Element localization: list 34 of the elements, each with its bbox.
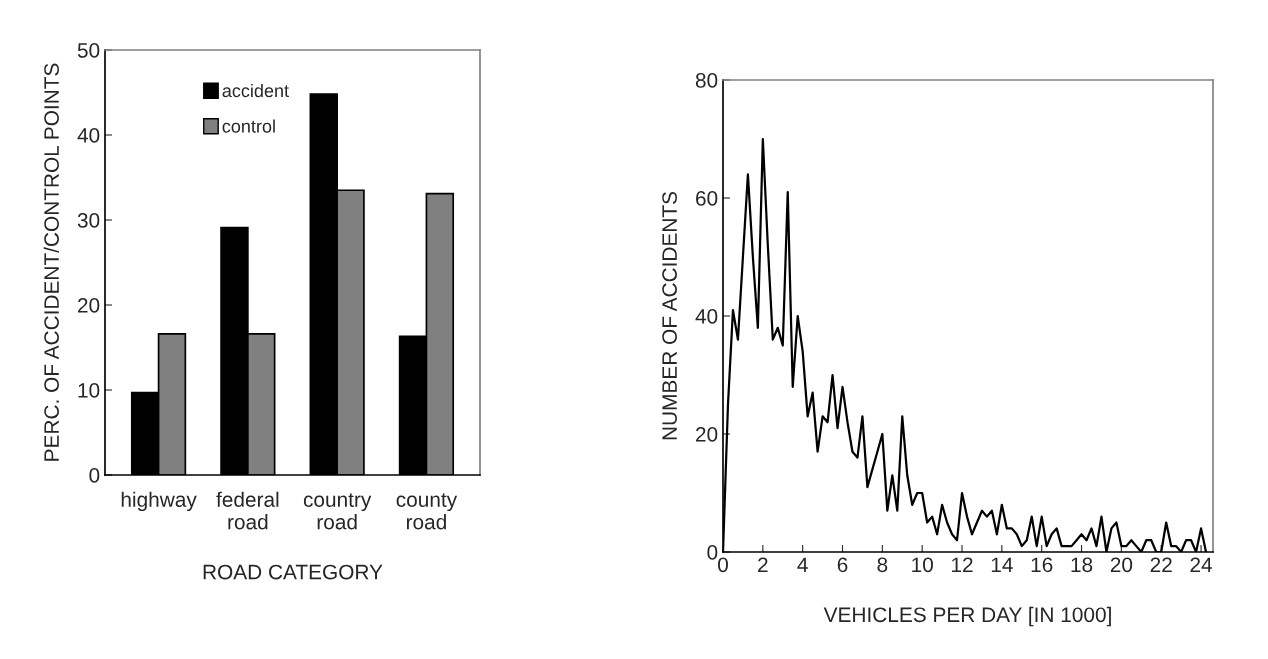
legend-label: control bbox=[222, 119, 275, 133]
y-tick-label: 40 bbox=[77, 128, 100, 143]
x-tick-label: 0 bbox=[718, 557, 728, 573]
y-tick-label: 50 bbox=[77, 43, 100, 58]
x-tick-label: 10 bbox=[912, 557, 933, 573]
y-tick-label: 10 bbox=[78, 383, 100, 398]
y-tick-label: 0 bbox=[707, 545, 718, 560]
legend-label: accident bbox=[222, 83, 289, 98]
y-tick-label: 30 bbox=[77, 213, 100, 228]
x-tick-label: county road bbox=[396, 493, 458, 530]
x-tick-label: 20 bbox=[1110, 557, 1133, 573]
y-tick-label: 0 bbox=[89, 468, 100, 483]
y-tick-label: 20 bbox=[696, 427, 718, 442]
x-tick-label: 18 bbox=[1071, 557, 1093, 573]
x-tick-label: 16 bbox=[1031, 557, 1053, 573]
x-axis-title: VEHICLES PER DAY [IN 1000] bbox=[823, 606, 1111, 627]
y-tick-label: 40 bbox=[695, 309, 718, 324]
y-axis-title: NUMBER OF ACCIDENTS bbox=[662, 191, 677, 440]
y-tick-label: 60 bbox=[696, 191, 718, 206]
x-tick-label: 24 bbox=[1190, 557, 1213, 572]
x-tick-label: highway bbox=[121, 491, 197, 512]
y-tick-label: 80 bbox=[695, 73, 718, 88]
x-tick-label: 14 bbox=[991, 557, 1013, 572]
x-tick-label: 4 bbox=[797, 557, 808, 572]
x-tick-label: 8 bbox=[877, 557, 888, 573]
x-tick-label: 22 bbox=[1150, 557, 1172, 572]
y-tick-label: 20 bbox=[78, 298, 100, 313]
x-tick-label: federal road bbox=[216, 491, 279, 530]
x-tick-label: 12 bbox=[952, 557, 973, 572]
x-tick-label: country road bbox=[303, 493, 372, 530]
x-tick-label: 6 bbox=[837, 557, 848, 573]
y-axis-title: PERC. OF ACCIDENT/CONTROL POINTS bbox=[43, 63, 59, 461]
x-tick-label: 2 bbox=[758, 557, 768, 572]
x-axis-title: ROAD CATEGORY bbox=[203, 564, 383, 580]
